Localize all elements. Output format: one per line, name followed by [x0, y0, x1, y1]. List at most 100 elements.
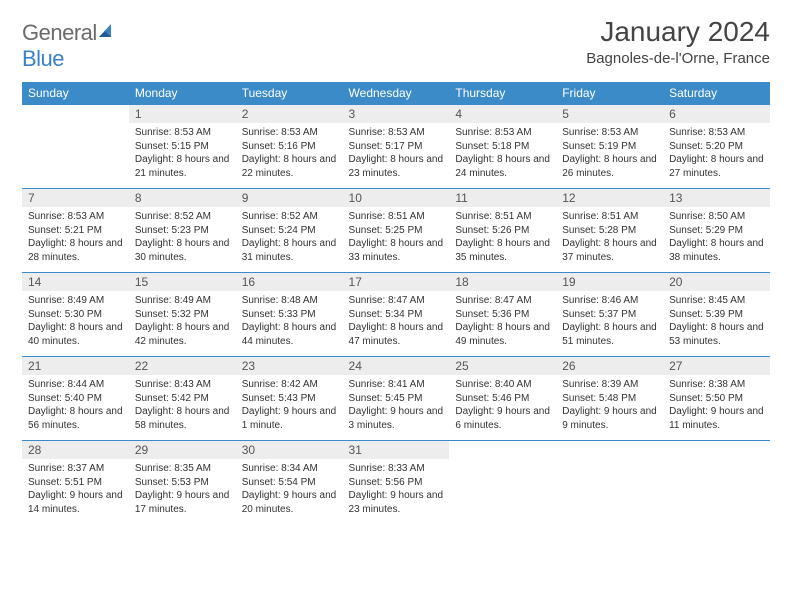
day-cell: 21Sunrise: 8:44 AMSunset: 5:40 PMDayligh…: [22, 357, 129, 441]
day-details: Sunrise: 8:51 AMSunset: 5:28 PMDaylight:…: [556, 207, 663, 272]
day-cell: 29Sunrise: 8:35 AMSunset: 5:53 PMDayligh…: [129, 441, 236, 525]
day-cell: 15Sunrise: 8:49 AMSunset: 5:32 PMDayligh…: [129, 273, 236, 357]
sunset-text: Sunset: 5:26 PM: [455, 224, 550, 238]
header: General Blue January 2024 Bagnoles-de-l'…: [22, 16, 770, 72]
day-cell: 22Sunrise: 8:43 AMSunset: 5:42 PMDayligh…: [129, 357, 236, 441]
day-cell: 7Sunrise: 8:53 AMSunset: 5:21 PMDaylight…: [22, 189, 129, 273]
sunrise-text: Sunrise: 8:46 AM: [562, 294, 657, 308]
day-details: Sunrise: 8:50 AMSunset: 5:29 PMDaylight:…: [663, 207, 770, 272]
day-number: 3: [343, 105, 450, 123]
daylight-text: Daylight: 8 hours and 56 minutes.: [28, 405, 123, 432]
sunrise-text: Sunrise: 8:49 AM: [135, 294, 230, 308]
daylight-text: Daylight: 8 hours and 47 minutes.: [349, 321, 444, 348]
day-details: Sunrise: 8:53 AMSunset: 5:20 PMDaylight:…: [663, 123, 770, 188]
day-cell: 1Sunrise: 8:53 AMSunset: 5:15 PMDaylight…: [129, 105, 236, 189]
day-details: Sunrise: 8:45 AMSunset: 5:39 PMDaylight:…: [663, 291, 770, 356]
day-number: 16: [236, 273, 343, 291]
day-details: Sunrise: 8:39 AMSunset: 5:48 PMDaylight:…: [556, 375, 663, 440]
day-number: 21: [22, 357, 129, 375]
day-details: Sunrise: 8:53 AMSunset: 5:16 PMDaylight:…: [236, 123, 343, 188]
week-row: 1Sunrise: 8:53 AMSunset: 5:15 PMDaylight…: [22, 105, 770, 189]
sunset-text: Sunset: 5:29 PM: [669, 224, 764, 238]
daylight-text: Daylight: 8 hours and 23 minutes.: [349, 153, 444, 180]
day-cell: 28 Sunrise: 8:37 AMSunset: 5:51 PMDayligh…: [22, 441, 129, 525]
daylight-text: Daylight: 8 hours and 42 minutes.: [135, 321, 230, 348]
sunset-text: Sunset: 5:53 PM: [135, 476, 230, 490]
daylight-text: Daylight: 8 hours and 30 minutes.: [135, 237, 230, 264]
week-row: 21Sunrise: 8:44 AMSunset: 5:40 PMDayligh…: [22, 357, 770, 441]
sunrise-text: Sunrise: 8:53 AM: [669, 126, 764, 140]
daylight-text: Daylight: 9 hours and 9 minutes.: [562, 405, 657, 432]
daylight-text: Daylight: 9 hours and 3 minutes.: [349, 405, 444, 432]
day-number: 24: [343, 357, 450, 375]
day-details: Sunrise: 8:53 AMSunset: 5:19 PMDaylight:…: [556, 123, 663, 188]
sunset-text: Sunset: 5:33 PM: [242, 308, 337, 322]
sunset-text: Sunset: 5:21 PM: [28, 224, 123, 238]
sunrise-text: Sunrise: 8:47 AM: [455, 294, 550, 308]
calendar-table: Sunday Monday Tuesday Wednesday Thursday…: [22, 82, 770, 524]
day-number: 20: [663, 273, 770, 291]
daylight-text: Daylight: 8 hours and 27 minutes.: [669, 153, 764, 180]
day-cell: 27Sunrise: 8:38 AMSunset: 5:50 PMDayligh…: [663, 357, 770, 441]
daylight-text: Daylight: 9 hours and 6 minutes.: [455, 405, 550, 432]
sunrise-text: Sunrise: 8:51 AM: [562, 210, 657, 224]
sunrise-text: Sunrise: 8:48 AM: [242, 294, 337, 308]
day-number: 22: [129, 357, 236, 375]
day-details: Sunrise: 8:41 AMSunset: 5:45 PMDaylight:…: [343, 375, 450, 440]
sunset-text: Sunset: 5:37 PM: [562, 308, 657, 322]
day-details: Sunrise: 8:52 AMSunset: 5:24 PMDaylight:…: [236, 207, 343, 272]
sunrise-text: Sunrise: 8:53 AM: [135, 126, 230, 140]
day-details: Sunrise: 8:44 AMSunset: 5:40 PMDaylight:…: [22, 375, 129, 440]
day-cell: 25Sunrise: 8:40 AMSunset: 5:46 PMDayligh…: [449, 357, 556, 441]
sunset-text: Sunset: 5:43 PM: [242, 392, 337, 406]
daylight-text: Daylight: 8 hours and 33 minutes.: [349, 237, 444, 264]
day-details: Sunrise: 8:40 AMSunset: 5:46 PMDaylight:…: [449, 375, 556, 440]
day-number: 25: [449, 357, 556, 375]
logo-text-blue: Blue: [22, 46, 64, 71]
day-details: Sunrise: 8:51 AMSunset: 5:26 PMDaylight:…: [449, 207, 556, 272]
day-number: 14: [22, 273, 129, 291]
sunset-text: Sunset: 5:15 PM: [135, 140, 230, 154]
sunset-text: Sunset: 5:42 PM: [135, 392, 230, 406]
daylight-text: Daylight: 8 hours and 28 minutes.: [28, 237, 123, 264]
sunset-text: Sunset: 5:56 PM: [349, 476, 444, 490]
day-details: Sunrise: 8:49 AMSunset: 5:32 PMDaylight:…: [129, 291, 236, 356]
day-number: 28: [22, 441, 129, 459]
day-number: 8: [129, 189, 236, 207]
sunrise-text: Sunrise: 8:53 AM: [349, 126, 444, 140]
week-row: 14Sunrise: 8:49 AMSunset: 5:30 PMDayligh…: [22, 273, 770, 357]
sunrise-text: Sunrise: 8:51 AM: [349, 210, 444, 224]
day-cell: 9Sunrise: 8:52 AMSunset: 5:24 PMDaylight…: [236, 189, 343, 273]
day-details: [449, 459, 556, 507]
day-details: Sunrise: 8:33 AMSunset: 5:56 PMDaylight:…: [343, 459, 450, 524]
day-number: 19: [556, 273, 663, 291]
sunset-text: Sunset: 5:39 PM: [669, 308, 764, 322]
sunrise-text: Sunrise: 8:35 AM: [135, 462, 230, 476]
daylight-text: Daylight: 9 hours and 20 minutes.: [242, 489, 337, 516]
sunset-text: Sunset: 5:23 PM: [135, 224, 230, 238]
sunset-text: Sunset: 5:24 PM: [242, 224, 337, 238]
week-row: 28Sunrise: 8:37 AMSunset: 5:51 PMDayligh…: [22, 441, 770, 525]
sunrise-text: Sunrise: 8:37 AM: [28, 462, 123, 476]
sunrise-text: Sunrise: 8:39 AM: [562, 378, 657, 392]
sunrise-text: Sunrise: 8:47 AM: [349, 294, 444, 308]
day-cell: 31Sunrise: 8:33 AMSunset: 5:56 PMDayligh…: [343, 441, 450, 525]
daylight-text: Daylight: 8 hours and 31 minutes.: [242, 237, 337, 264]
sunrise-text: Sunrise: 8:41 AM: [349, 378, 444, 392]
day-number: 18: [449, 273, 556, 291]
daylight-text: Daylight: 8 hours and 22 minutes.: [242, 153, 337, 180]
daylight-text: Daylight: 8 hours and 40 minutes.: [28, 321, 123, 348]
day-cell: 12Sunrise: 8:51 AMSunset: 5:28 PMDayligh…: [556, 189, 663, 273]
day-details: Sunrise: 8:53 AMSunset: 5:17 PMDaylight:…: [343, 123, 450, 188]
daylight-text: Daylight: 8 hours and 37 minutes.: [562, 237, 657, 264]
day-number: 12: [556, 189, 663, 207]
day-cell: [22, 105, 129, 189]
daylight-text: Daylight: 9 hours and 14 minutes.: [28, 489, 123, 516]
day-number: 30: [236, 441, 343, 459]
day-cell: 10Sunrise: 8:51 AMSunset: 5:25 PMDayligh…: [343, 189, 450, 273]
daylight-text: Daylight: 8 hours and 35 minutes.: [455, 237, 550, 264]
logo: General Blue: [22, 20, 115, 72]
sunset-text: Sunset: 5:51 PM: [28, 476, 123, 490]
day-details: Sunrise: 8:35 AMSunset: 5:53 PMDaylight:…: [129, 459, 236, 524]
day-number: 2: [236, 105, 343, 123]
